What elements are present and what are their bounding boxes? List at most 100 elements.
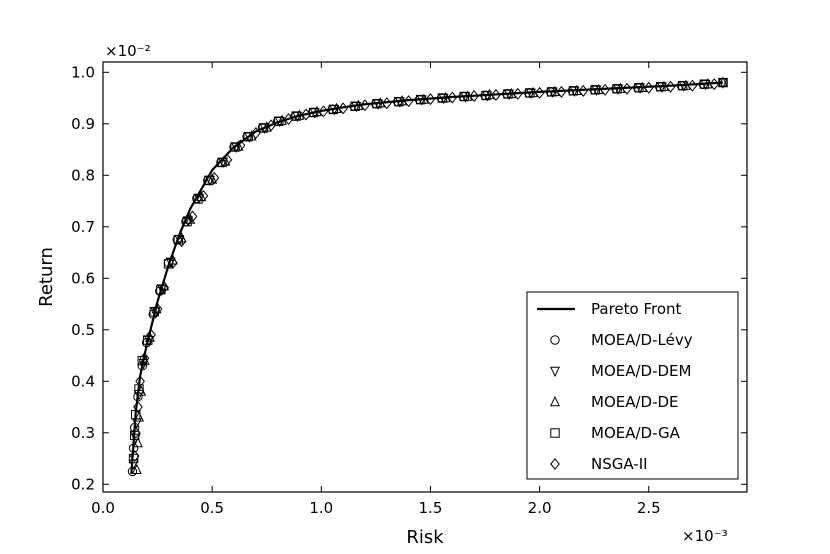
moea-d-ga-point xyxy=(415,94,426,105)
x-tick-label: 1.5 xyxy=(419,499,443,517)
nsga-ii-point xyxy=(491,88,501,101)
moea-d-dem-point xyxy=(547,87,558,99)
nsga-ii-point xyxy=(250,127,261,140)
moea-d-ga-point xyxy=(437,93,448,103)
moea-d-ga-point xyxy=(156,284,166,295)
moea-d-ga-point xyxy=(372,99,382,109)
moea-d-ga-point xyxy=(718,77,728,88)
moea-d-ga-point xyxy=(128,453,139,464)
legend-nsga-ii-swatch xyxy=(550,458,560,470)
moea-d-de-point xyxy=(375,97,386,108)
moea-d-ga-point xyxy=(291,111,301,121)
moea-d-de-point xyxy=(484,88,495,100)
moea-d-dem-point xyxy=(416,95,427,106)
moea-d-dem-point xyxy=(700,79,711,91)
moea-d-dem-point xyxy=(373,99,384,110)
x-tick-label: 1.0 xyxy=(309,499,333,517)
moea-d-ga-point xyxy=(230,142,240,152)
y-tick-label: 0.8 xyxy=(71,166,95,184)
moea-d-ga-point xyxy=(677,80,688,91)
moea-d-dem-point xyxy=(591,85,602,96)
moea-d-dem-point xyxy=(613,84,624,95)
x-tick-label: 2.5 xyxy=(637,499,661,517)
moea-d-ga-point xyxy=(258,123,269,133)
plot-frame xyxy=(102,61,748,493)
moea-d-dem-point xyxy=(504,89,515,101)
nsga-ii-point xyxy=(360,99,370,112)
legend-box xyxy=(526,291,739,480)
moea-d-ga-point xyxy=(173,234,184,245)
moea-d-ga-point xyxy=(274,116,284,126)
y-tick-label: 0.9 xyxy=(71,115,95,133)
moea-d-ga-point xyxy=(656,82,666,92)
nsga-ii-point xyxy=(600,83,610,96)
moea-d-ga-point xyxy=(163,259,174,269)
moea-d-dem-point xyxy=(309,108,320,119)
moea-d-dem-point xyxy=(525,88,536,100)
nsga-ii-point xyxy=(469,89,479,102)
nsga-ii-point xyxy=(133,401,143,414)
nsga-ii-point xyxy=(512,87,523,100)
moea-d-de-point xyxy=(549,85,560,97)
moea-d-de-point xyxy=(397,94,408,106)
moea-d-ga-point xyxy=(204,175,214,186)
legend-label-pareto-front: Pareto Front xyxy=(591,300,682,318)
moea-d-de-point xyxy=(207,173,218,184)
y-tick-label: 0.3 xyxy=(71,424,95,442)
moea-d-dem-point xyxy=(438,93,449,105)
moea-d-dem-point xyxy=(678,81,689,92)
nsga-ii-point xyxy=(301,108,311,121)
moea-d-dem-point xyxy=(259,123,270,135)
nsga-ii-point xyxy=(146,328,156,341)
moea-d-de-point xyxy=(220,155,231,166)
nsga-ii-point xyxy=(209,171,220,184)
moea-d-ga-point xyxy=(308,107,319,118)
legend-moea-d-l-vy-swatch xyxy=(550,335,560,345)
moea-d-de-point xyxy=(131,463,142,475)
moea-d-ga-point xyxy=(350,101,360,111)
y-tick-label: 0.5 xyxy=(71,321,95,339)
moea-d-ga-point xyxy=(481,90,491,101)
nsga-ii-point xyxy=(381,97,392,110)
nsga-ii-point xyxy=(687,79,698,92)
series-moea-d-ga xyxy=(128,77,728,464)
nsga-ii-point xyxy=(283,113,294,126)
moea-d-dem-point xyxy=(460,92,471,103)
nsga-ii-point xyxy=(425,93,436,106)
y-tick-label: 0.2 xyxy=(71,475,95,493)
nsga-ii-point xyxy=(139,352,150,365)
moea-d-de-point xyxy=(176,231,187,243)
moea-d-dem-point xyxy=(351,102,362,113)
legend-label-moea-d-de: MOEA/D-DE xyxy=(591,393,679,411)
moea-d-dem-point xyxy=(635,83,646,94)
moea-d-de-point xyxy=(134,411,145,422)
nsga-ii-point xyxy=(318,105,329,118)
nsga-ii-point xyxy=(338,102,348,115)
legend-label-nsga-ii: NSGA-II xyxy=(591,455,648,473)
y-tick-label: 0.7 xyxy=(71,218,95,236)
moea-d-ga-point xyxy=(129,430,140,441)
moea-d-l-vy-point xyxy=(137,361,147,371)
moea-d-dem-point xyxy=(244,132,255,143)
legend-moea-d-de-swatch xyxy=(550,395,560,407)
nsga-ii-point xyxy=(643,81,654,94)
moea-d-ga-point xyxy=(459,91,469,102)
legend-moea-d-dem-swatch xyxy=(550,366,560,378)
nsga-ii-point xyxy=(222,153,233,166)
moea-d-de-point xyxy=(261,121,272,132)
nsga-ii-point xyxy=(198,189,209,202)
moea-d-de-point xyxy=(185,213,196,224)
nsga-ii-point xyxy=(235,139,246,152)
nsga-ii-point xyxy=(159,281,169,294)
moea-d-ga-point xyxy=(634,83,644,93)
legend-label-moea-d-dem: MOEA/D-DEM xyxy=(591,362,691,380)
legend-moea-d-ga-swatch xyxy=(550,428,560,438)
nsga-ii-point xyxy=(176,235,187,248)
x-axis-multiplier: ×10⁻³ xyxy=(682,527,728,545)
x-axis-label: Risk xyxy=(406,527,444,548)
moea-d-dem-point xyxy=(292,111,303,123)
nsga-ii-point xyxy=(266,119,276,132)
nsga-ii-point xyxy=(168,256,178,269)
moea-d-ga-point xyxy=(590,85,600,95)
nsga-ii-point xyxy=(135,375,145,388)
